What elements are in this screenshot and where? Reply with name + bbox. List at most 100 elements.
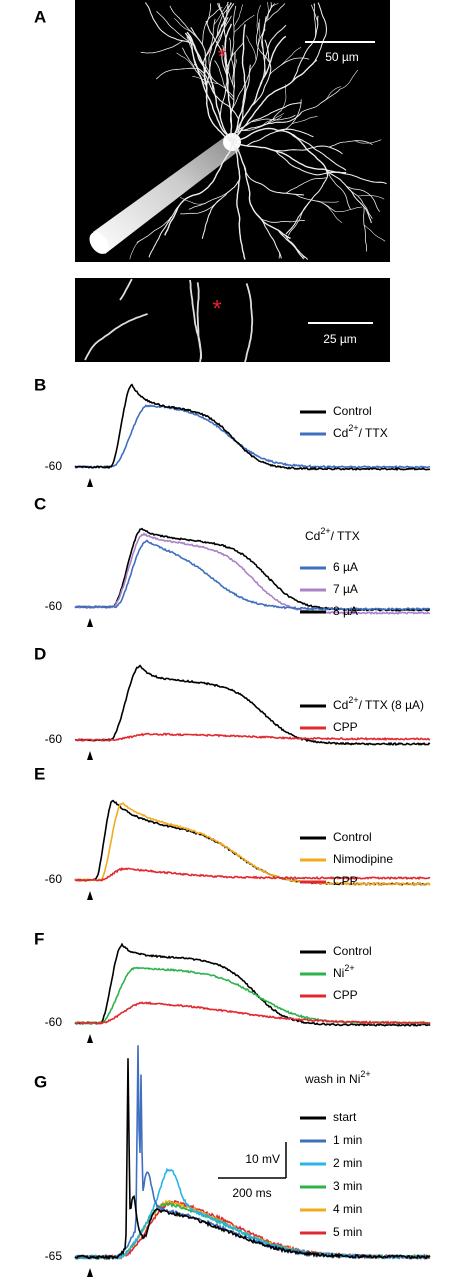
legend-label: wash in Ni2+ xyxy=(304,1069,371,1086)
legend-text: / TTX xyxy=(331,529,360,543)
dendrite xyxy=(244,283,254,363)
superscript: 2+ xyxy=(320,526,330,536)
legend-text: wash in Ni xyxy=(304,1072,360,1086)
dendrite xyxy=(219,47,234,118)
legend-label: CPP xyxy=(333,988,358,1002)
dendrite xyxy=(201,179,240,239)
superscript: 2+ xyxy=(348,695,358,705)
dendrite xyxy=(346,185,381,213)
dendrite xyxy=(251,114,296,122)
scale-label: 50 µm xyxy=(325,50,359,64)
legend-text: 6 µA xyxy=(333,560,358,574)
legend-text: 2 min xyxy=(333,1156,362,1170)
dendrite xyxy=(193,63,240,120)
baseline-label: -60 xyxy=(45,732,63,746)
dendrite xyxy=(243,165,305,196)
legend-label: CPP xyxy=(333,874,358,888)
dendrite xyxy=(233,4,243,27)
dendrite xyxy=(237,64,251,136)
stimulus-arrow xyxy=(87,478,93,487)
panel-label: C xyxy=(34,494,46,513)
stimulus-arrow xyxy=(87,751,93,760)
panel-label: E xyxy=(34,764,45,783)
dendrite xyxy=(231,141,246,260)
panel-label: G xyxy=(34,1072,47,1091)
panel-label: F xyxy=(34,929,44,948)
dendrite xyxy=(213,1,229,25)
legend-text: Control xyxy=(333,830,372,844)
dendrite xyxy=(222,45,235,89)
legend-label: 3 min xyxy=(333,1179,362,1193)
legend-text: Control xyxy=(333,944,372,958)
dendrite xyxy=(284,235,305,260)
legend-label: Ni2+ xyxy=(333,963,355,980)
panel-label: A xyxy=(34,7,46,26)
legend-label: 5 min xyxy=(333,1225,362,1239)
legend-text: Cd xyxy=(333,426,348,440)
legend-text: 5 min xyxy=(333,1225,362,1239)
stimulus-arrow xyxy=(87,1268,93,1277)
dendrite xyxy=(355,139,382,144)
dendrite xyxy=(267,2,269,20)
legend-text: CPP xyxy=(333,988,358,1002)
superscript: 2+ xyxy=(348,423,358,433)
scale-label: 25 µm xyxy=(323,332,357,346)
dendrite xyxy=(363,206,368,252)
inset-dendrites xyxy=(84,278,254,363)
legend-text: / TTX xyxy=(359,426,388,440)
dendrite xyxy=(176,52,197,72)
legend-text: 8 µA xyxy=(333,604,358,618)
dendrite xyxy=(291,115,318,125)
dendrite xyxy=(323,203,343,224)
legend-label: 8 µA xyxy=(333,604,358,618)
dendrite xyxy=(119,278,133,301)
dendrite xyxy=(246,35,257,61)
dendrite xyxy=(249,29,266,71)
dendrite xyxy=(340,172,387,185)
dendrite xyxy=(206,17,229,86)
dendrite xyxy=(229,37,235,83)
legend-text: Nimodipine xyxy=(333,852,393,866)
legend-label: 1 min xyxy=(333,1133,362,1147)
dendrite xyxy=(327,171,351,210)
dendrite xyxy=(190,27,208,95)
dendrites xyxy=(129,1,387,260)
legend-text: start xyxy=(333,1110,357,1124)
dendrite xyxy=(189,279,203,360)
dendrite xyxy=(281,84,287,111)
inset-micrograph xyxy=(75,278,390,362)
dendrite xyxy=(280,47,302,66)
dendrite xyxy=(257,18,261,46)
dendrite xyxy=(234,111,303,134)
dendrite xyxy=(314,2,327,62)
dendrite xyxy=(136,215,173,243)
trace xyxy=(74,664,431,746)
pipette xyxy=(93,136,240,254)
baseline-label: -60 xyxy=(45,1015,63,1029)
panel-label: B xyxy=(34,375,46,394)
legend-label: Cd2+/ TTX xyxy=(333,423,388,440)
dendrite xyxy=(202,6,223,45)
dendrite xyxy=(260,218,305,223)
asterisk: * xyxy=(218,44,227,69)
legend-text: 7 µA xyxy=(333,582,358,596)
dendrite xyxy=(231,141,347,174)
dendrite xyxy=(226,4,229,17)
stimulus-arrow xyxy=(87,1034,93,1043)
legend-label: 4 min xyxy=(333,1202,362,1216)
dendrite xyxy=(84,313,148,361)
dendrite xyxy=(235,102,302,132)
legend-label: Cd2+/ TTX xyxy=(305,526,360,543)
dendrite xyxy=(261,5,273,76)
dendrite xyxy=(231,127,329,177)
dendrite xyxy=(313,3,316,37)
pipette-tip xyxy=(89,232,109,254)
dendrite xyxy=(339,69,359,90)
dendrite xyxy=(144,2,195,46)
superscript: 2+ xyxy=(344,963,354,973)
dendrite xyxy=(291,15,319,82)
trace xyxy=(74,802,431,887)
dendrite xyxy=(231,24,246,143)
dendrite xyxy=(155,67,199,80)
panel-label: D xyxy=(34,644,46,663)
